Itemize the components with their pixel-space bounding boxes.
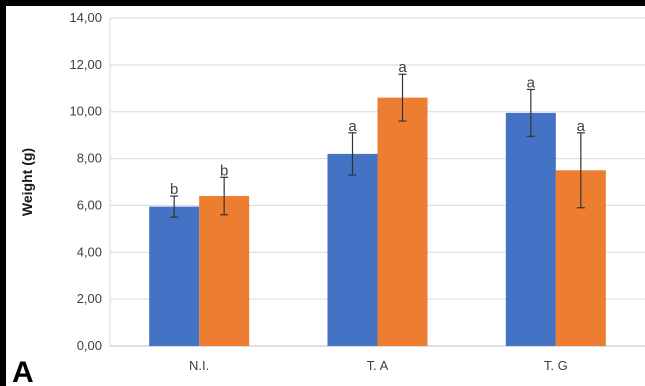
bar-chart: b b a a a a 0,00 2,00 4,00 6,00 8,00 10,00 12,00 14,…	[12, 10, 645, 386]
y-tick-label: 6,00	[77, 197, 102, 212]
bar	[199, 196, 250, 346]
significance-letter: b	[220, 162, 228, 179]
panel-letter: A	[12, 356, 34, 386]
error-bars	[170, 73, 585, 218]
x-tick-label: T. A	[367, 358, 389, 373]
bars	[149, 97, 606, 347]
bar	[505, 112, 556, 346]
y-tick-label: 8,00	[77, 151, 102, 166]
significance-letters: b b a a a a	[170, 59, 586, 198]
y-axis-label: Weight (g)	[19, 148, 35, 216]
significance-letter: a	[577, 118, 586, 135]
y-tick-label: 12,00	[69, 57, 102, 72]
y-tick-label: 10,00	[69, 104, 102, 119]
bar	[327, 153, 378, 346]
significance-letter: a	[527, 74, 536, 91]
y-tick-label: 0,00	[77, 338, 102, 353]
x-tick-labels: N.I. T. A T. G	[189, 358, 568, 373]
bar	[149, 206, 200, 346]
chart-panel: b b a a a a 0,00 2,00 4,00 6,00 8,00 10,00 12,00 14,…	[6, 6, 645, 386]
y-tick-labels: 0,00 2,00 4,00 6,00 8,00 10,00 12,00 14,00	[69, 10, 102, 353]
significance-letter: a	[348, 118, 357, 135]
x-tick-label: T. G	[544, 358, 568, 373]
bar	[377, 97, 428, 347]
x-tick-label: N.I.	[189, 358, 209, 373]
significance-letter: a	[398, 59, 407, 76]
significance-letter: b	[170, 181, 178, 198]
y-tick-label: 14,00	[69, 10, 102, 25]
y-tick-label: 2,00	[77, 291, 102, 306]
y-tick-label: 4,00	[77, 244, 102, 259]
